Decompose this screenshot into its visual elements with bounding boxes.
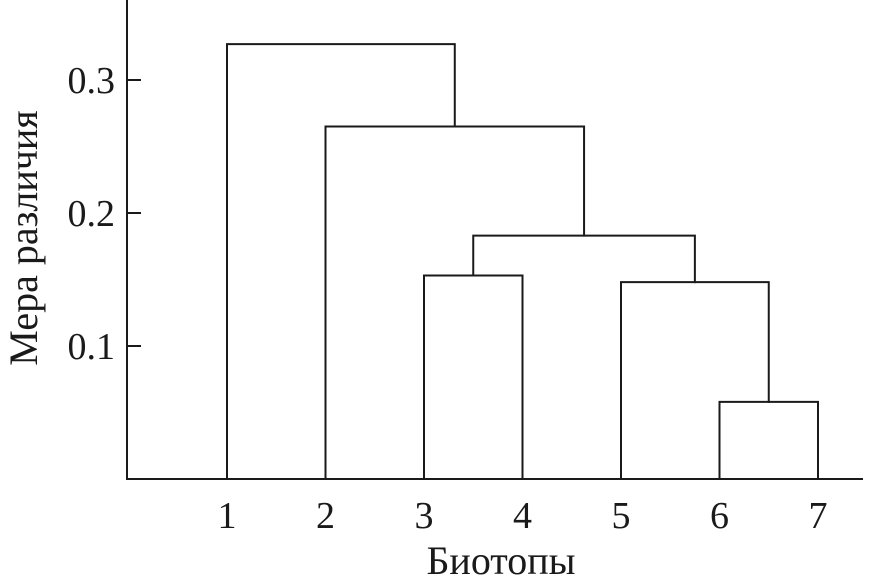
x-tick-labels: 1 2 3 4 5 6 7 bbox=[218, 495, 828, 537]
dendrogram-link-5 bbox=[324, 125, 586, 480]
dendrogram-link-1 bbox=[718, 400, 819, 480]
y-ticks: 0.1 0.2 0.3 bbox=[68, 60, 141, 368]
x-tick-label-6: 6 bbox=[710, 495, 729, 537]
y-tick-label-3: 0.3 bbox=[68, 60, 116, 102]
x-tick-label-5: 5 bbox=[612, 495, 631, 537]
y-tick-label-2: 0.2 bbox=[68, 193, 116, 235]
y-tick-label-1: 0.1 bbox=[68, 326, 116, 368]
x-tick-label-1: 1 bbox=[218, 495, 237, 537]
dendrogram-link-6 bbox=[226, 43, 456, 480]
dendrogram-links bbox=[226, 43, 819, 480]
x-tick-label-2: 2 bbox=[316, 495, 335, 537]
dendrogram-link-3 bbox=[620, 281, 770, 480]
x-tick-label-4: 4 bbox=[513, 495, 532, 537]
x-tick-label-3: 3 bbox=[415, 495, 434, 537]
x-tick-label-7: 7 bbox=[809, 495, 828, 537]
axes bbox=[126, 0, 863, 480]
y-axis-title: Мера различия bbox=[1, 110, 46, 365]
x-axis-title: Биотопы bbox=[426, 538, 575, 583]
dendrogram-link-2 bbox=[423, 274, 524, 480]
